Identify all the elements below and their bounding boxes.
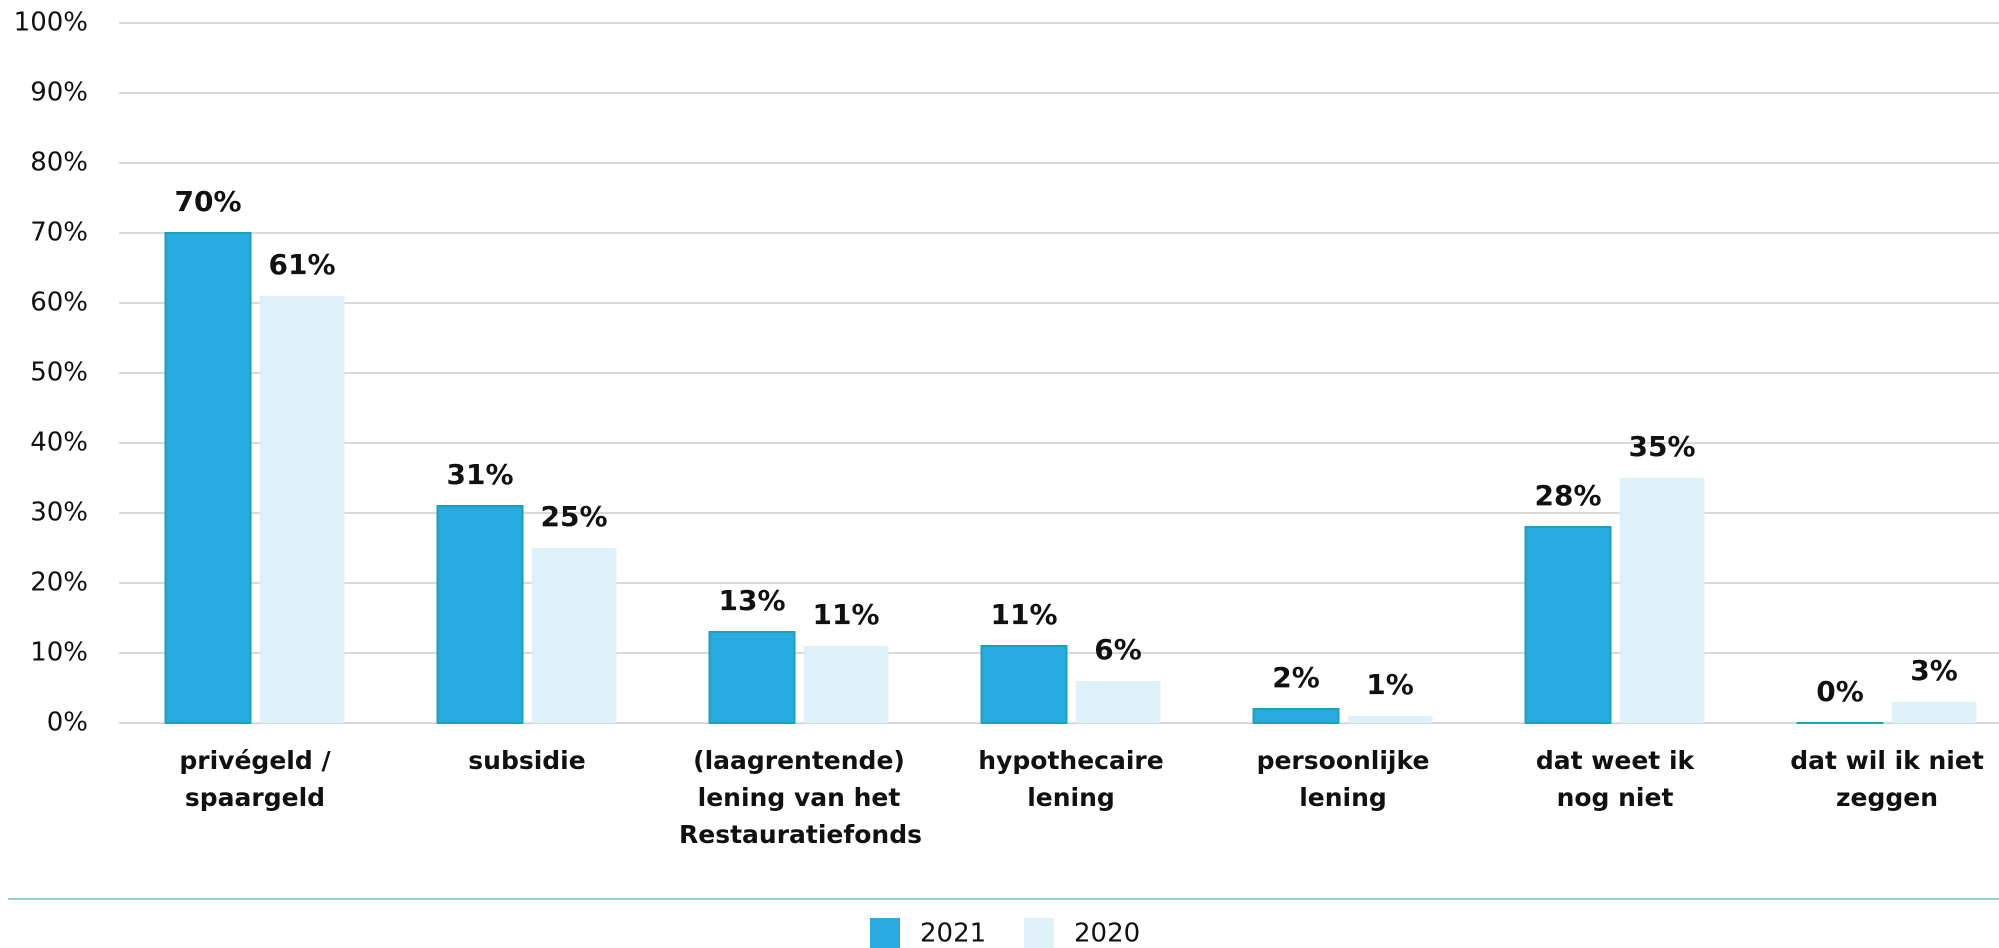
data-label: 28%	[1534, 479, 1601, 512]
y-tick-label: 80%	[30, 148, 88, 178]
bar	[1347, 716, 1433, 723]
x-tick-label: persoonlijke lening	[1256, 746, 1430, 812]
bar	[708, 631, 796, 724]
x-tick-label: (laagrentende) lening van het Restaurati…	[679, 746, 923, 849]
data-label: 61%	[268, 248, 335, 281]
data-label: 11%	[990, 598, 1057, 631]
bar	[1524, 526, 1612, 724]
data-label: 0%	[1816, 675, 1864, 708]
legend-swatch	[1024, 918, 1054, 948]
y-tick-label: 10%	[30, 638, 88, 668]
y-tick-label: 100%	[14, 8, 88, 38]
x-tick-label: hypothecaire lening	[978, 746, 1164, 812]
data-label: 3%	[1910, 654, 1958, 687]
y-tick-label: 50%	[30, 358, 88, 388]
y-tick-label: 90%	[30, 78, 88, 108]
bar	[436, 505, 524, 724]
y-tick-label: 20%	[30, 568, 88, 598]
data-label: 25%	[540, 500, 607, 533]
y-tick-label: 40%	[30, 428, 88, 458]
data-label: 1%	[1366, 668, 1414, 701]
y-tick-label: 70%	[30, 218, 88, 248]
bar	[1619, 478, 1705, 723]
data-label: 13%	[718, 584, 785, 617]
x-tick-label: dat wil ik niet zeggen	[1790, 746, 1984, 812]
bar	[1075, 681, 1161, 723]
legend-swatch	[870, 918, 900, 948]
bar	[803, 646, 889, 723]
data-label: 35%	[1628, 430, 1695, 463]
legend-label: 2021	[920, 919, 986, 948]
bar	[259, 296, 345, 723]
data-label: 31%	[446, 458, 513, 491]
y-tick-label: 30%	[30, 498, 88, 528]
bar	[1891, 702, 1977, 723]
data-label: 6%	[1094, 633, 1142, 666]
bar	[1252, 708, 1340, 724]
x-tick-label: privégeld / spaargeld	[179, 746, 331, 812]
x-tick-label: dat weet ik nog niet	[1535, 746, 1695, 812]
y-tick-label: 0%	[47, 708, 88, 738]
x-tick-label: subsidie	[468, 746, 586, 775]
data-label: 2%	[1272, 661, 1320, 694]
data-label: 11%	[812, 598, 879, 631]
data-label: 70%	[174, 185, 241, 218]
bar	[164, 232, 252, 724]
bar	[980, 645, 1068, 724]
legend-label: 2020	[1074, 919, 1140, 948]
y-tick-label: 60%	[30, 288, 88, 318]
bar	[531, 548, 617, 723]
